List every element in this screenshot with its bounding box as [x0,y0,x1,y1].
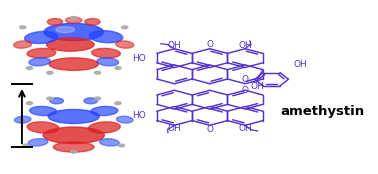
Text: O: O [242,75,249,84]
Ellipse shape [29,106,57,116]
Ellipse shape [122,26,128,29]
Ellipse shape [65,17,82,23]
Ellipse shape [27,122,59,133]
Text: O: O [242,86,249,96]
Ellipse shape [44,23,104,41]
Ellipse shape [14,41,32,48]
Text: O: O [206,40,213,49]
Ellipse shape [53,142,94,152]
Ellipse shape [47,19,63,25]
Ellipse shape [99,139,119,146]
Text: HO: HO [132,54,146,63]
Ellipse shape [97,58,119,66]
Ellipse shape [118,144,124,147]
Ellipse shape [43,127,104,144]
Ellipse shape [115,102,121,105]
Text: OH: OH [251,82,264,91]
Text: O: O [206,125,213,134]
Ellipse shape [71,17,77,19]
Text: amethystin: amethystin [280,105,365,118]
Ellipse shape [116,116,133,123]
Text: OH: OH [167,124,181,133]
Ellipse shape [115,67,121,69]
Ellipse shape [26,67,33,69]
Ellipse shape [56,27,74,33]
Ellipse shape [71,150,77,153]
Ellipse shape [92,48,120,58]
Ellipse shape [29,58,51,66]
Text: OH: OH [293,60,307,69]
Ellipse shape [25,31,58,44]
Ellipse shape [26,102,33,105]
Ellipse shape [94,71,101,74]
Ellipse shape [116,41,134,48]
Ellipse shape [14,116,31,123]
Ellipse shape [47,71,53,74]
Ellipse shape [94,97,101,100]
Ellipse shape [47,97,53,100]
Ellipse shape [46,38,94,51]
Ellipse shape [49,58,98,70]
Ellipse shape [85,19,100,25]
Text: OH: OH [238,41,252,50]
Text: HO: HO [132,111,146,120]
Ellipse shape [27,48,56,58]
Text: OH: OH [167,41,181,50]
Ellipse shape [23,144,29,147]
Ellipse shape [28,139,48,146]
Ellipse shape [48,109,99,124]
Ellipse shape [88,122,120,133]
Ellipse shape [84,98,98,104]
Text: OH: OH [238,124,252,133]
Ellipse shape [91,106,118,116]
Ellipse shape [50,98,64,104]
Ellipse shape [89,31,123,43]
Ellipse shape [20,26,26,29]
